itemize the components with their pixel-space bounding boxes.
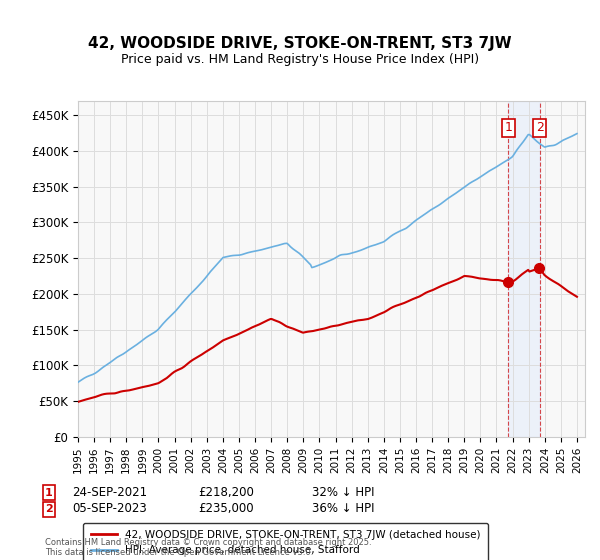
Text: 32% ↓ HPI: 32% ↓ HPI: [312, 486, 374, 498]
Text: 1: 1: [504, 121, 512, 134]
Text: £235,000: £235,000: [198, 502, 254, 515]
Text: Price paid vs. HM Land Registry's House Price Index (HPI): Price paid vs. HM Land Registry's House …: [121, 53, 479, 66]
Legend: 42, WOODSIDE DRIVE, STOKE-ON-TRENT, ST3 7JW (detached house), HPI: Average price: 42, WOODSIDE DRIVE, STOKE-ON-TRENT, ST3 …: [83, 523, 488, 560]
Text: 2: 2: [45, 505, 53, 515]
Text: 42, WOODSIDE DRIVE, STOKE-ON-TRENT, ST3 7JW: 42, WOODSIDE DRIVE, STOKE-ON-TRENT, ST3 …: [88, 36, 512, 52]
Text: 1: 1: [45, 488, 53, 498]
Text: 2: 2: [536, 121, 544, 134]
Text: 36% ↓ HPI: 36% ↓ HPI: [312, 502, 374, 515]
Text: 24-SEP-2021: 24-SEP-2021: [72, 486, 147, 498]
Text: 05-SEP-2023: 05-SEP-2023: [72, 502, 147, 515]
Text: Contains HM Land Registry data © Crown copyright and database right 2025.
This d: Contains HM Land Registry data © Crown c…: [45, 538, 371, 557]
Text: £218,200: £218,200: [198, 486, 254, 498]
Bar: [508, 101, 539, 437]
